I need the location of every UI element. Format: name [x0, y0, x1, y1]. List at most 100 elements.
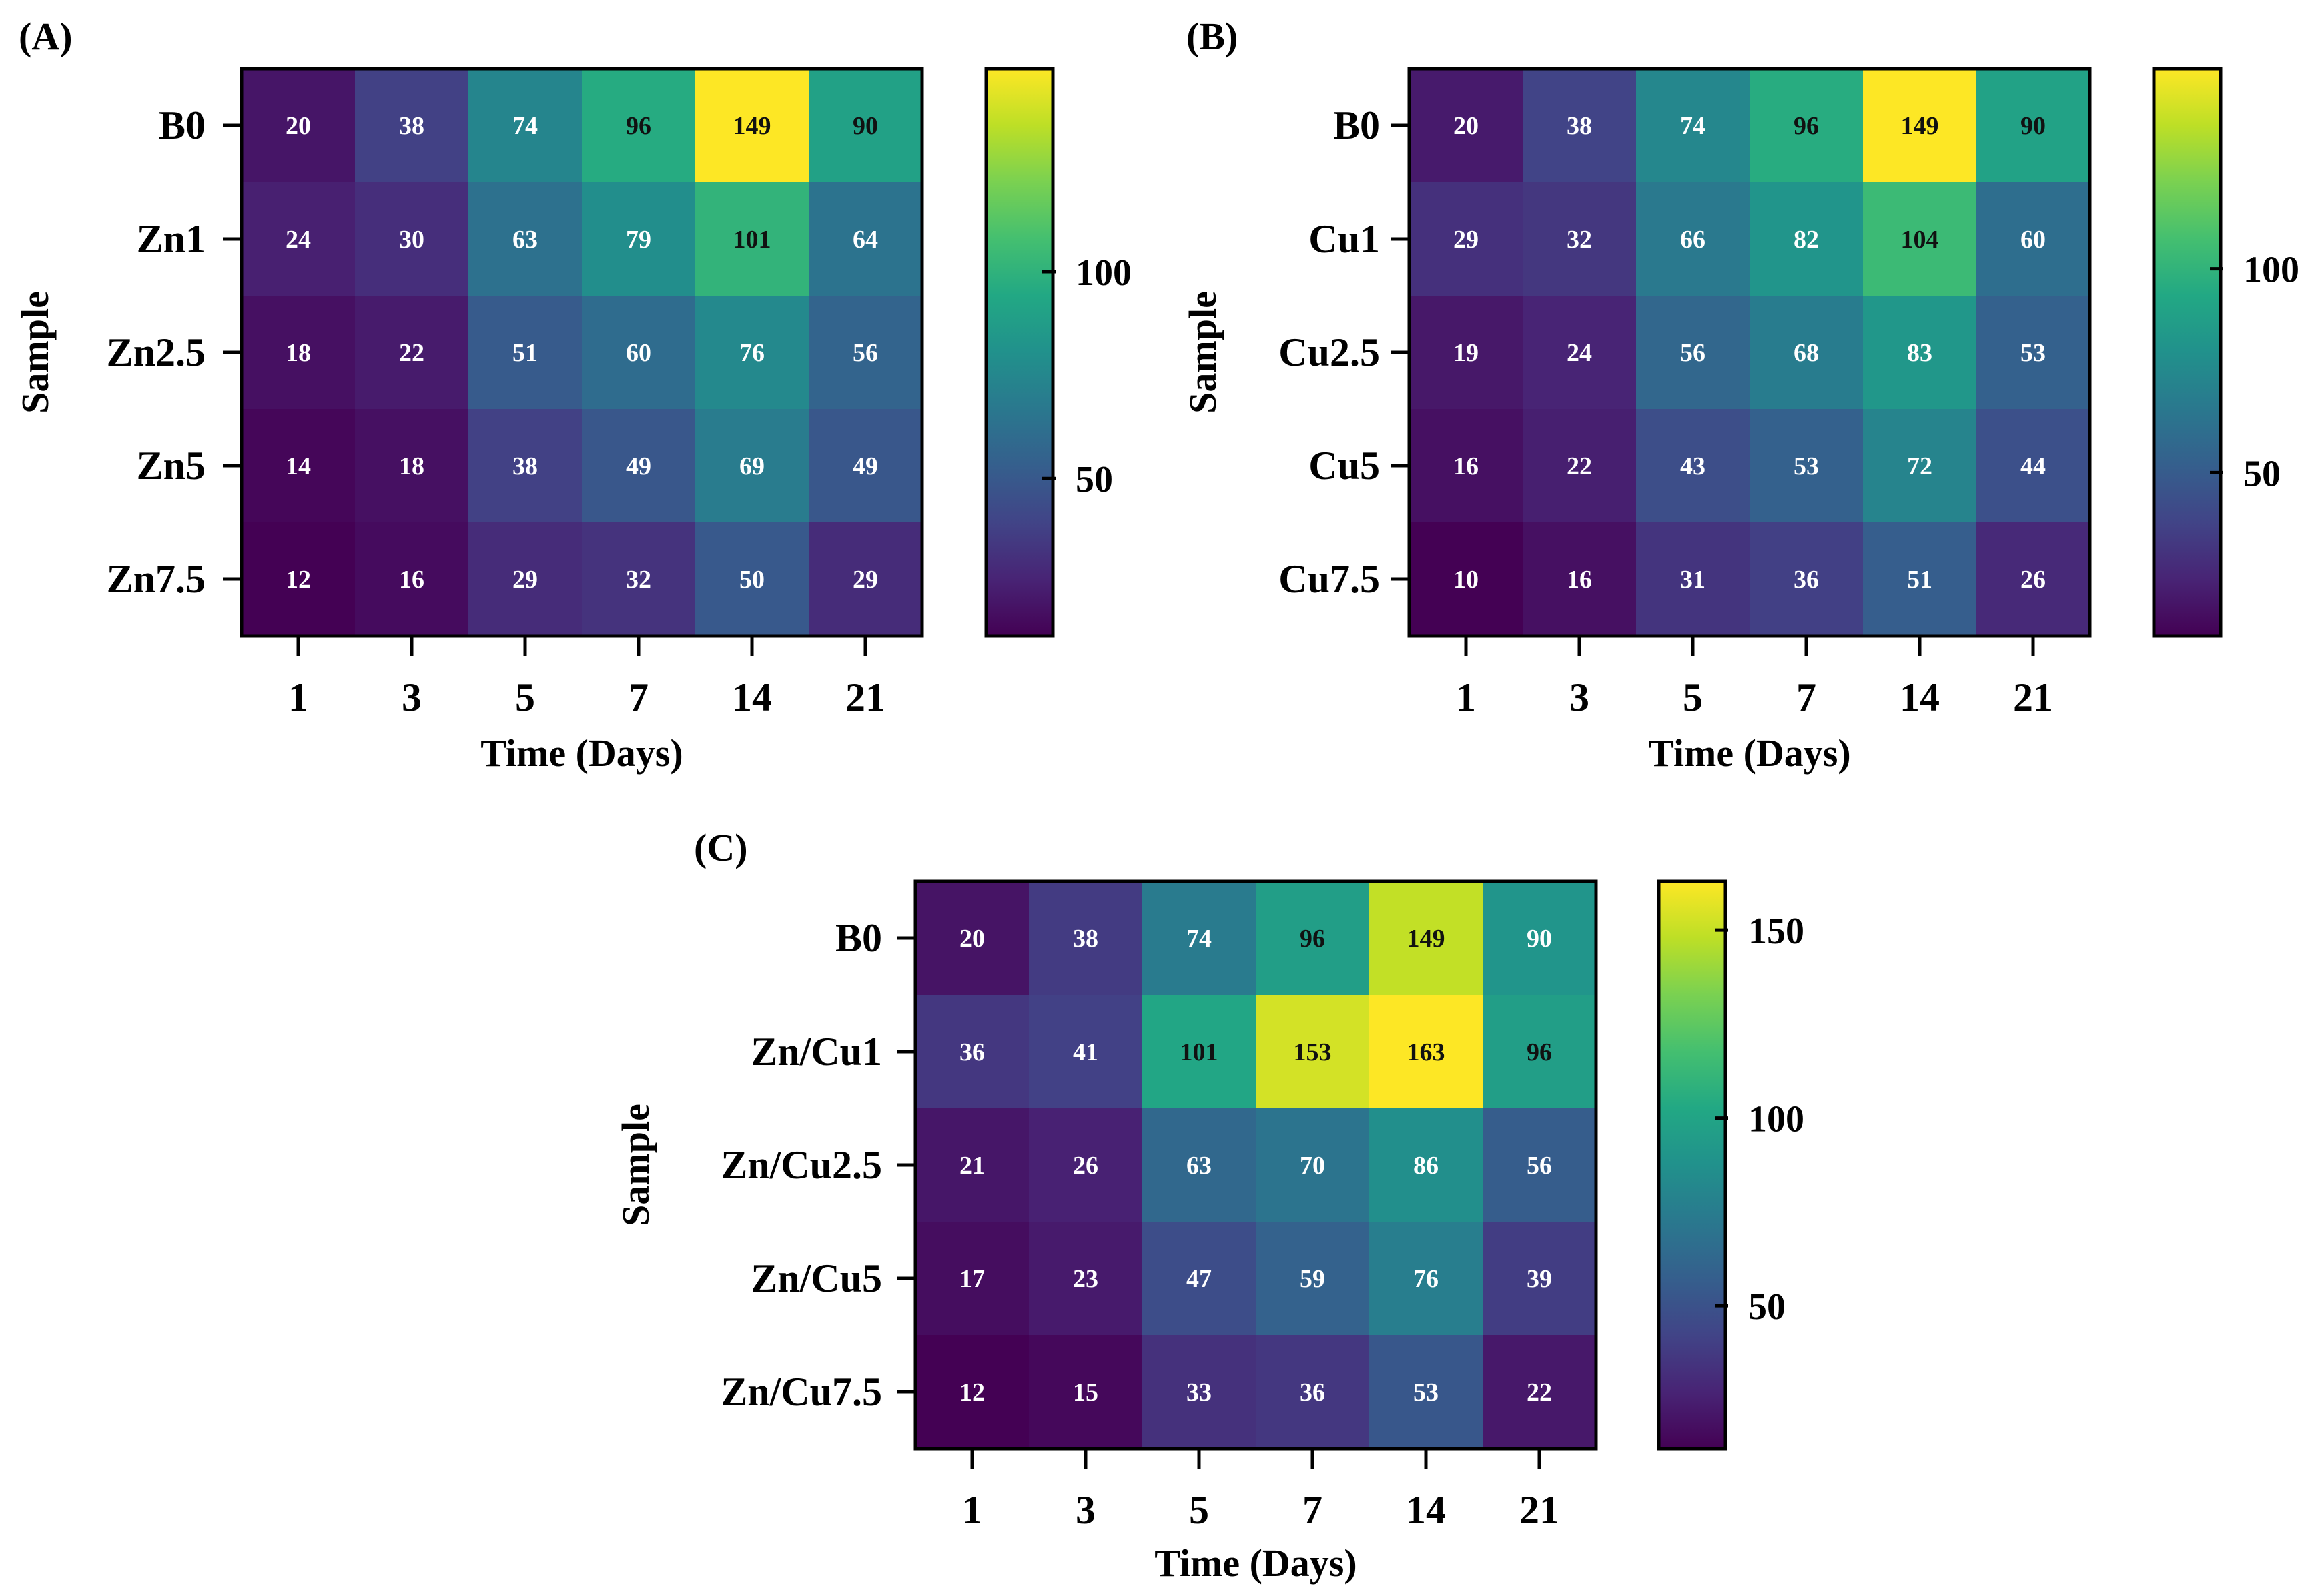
heatmap-cell	[355, 409, 469, 523]
cell-value-label: 153	[1294, 1038, 1332, 1066]
cell-value-label: 82	[1794, 226, 1819, 254]
cell-value-label: 83	[1907, 339, 1932, 367]
heatmap-cell	[1029, 1108, 1143, 1222]
heatmap-cell	[1750, 522, 1864, 637]
heatmap-cell	[355, 522, 469, 637]
heatmap-cell	[1636, 409, 1750, 523]
cell-value-label: 16	[399, 566, 424, 594]
heatmap-cell	[1409, 296, 1523, 410]
cell-value-label: 49	[626, 452, 651, 480]
heatmap-cell	[1523, 296, 1637, 410]
heatmap-cell	[582, 522, 696, 637]
colorbar-tick-label: 50	[2243, 453, 2281, 494]
y-tick-label: Zn5	[137, 444, 206, 488]
heatmap-cell	[1483, 881, 1597, 995]
x-tick-label: 5	[1189, 1488, 1209, 1532]
y-tick-label: B0	[159, 103, 206, 147]
heatmap-cell	[1409, 69, 1523, 183]
cell-value-label: 49	[853, 452, 878, 480]
heatmap-cell	[1409, 409, 1523, 523]
cell-value-label: 76	[739, 339, 765, 367]
cell-value-label: 101	[1180, 1038, 1218, 1066]
heatmap-cell	[1256, 1108, 1370, 1222]
heatmap-cell	[1483, 995, 1597, 1109]
cell-value-label: 56	[853, 339, 878, 367]
cell-value-label: 22	[1527, 1378, 1552, 1407]
heatmap-cell	[1750, 182, 1864, 296]
heatmap-cell	[809, 522, 923, 637]
heatmap-cell	[1142, 1222, 1256, 1336]
heatmap-cell	[1636, 522, 1750, 637]
heatmap-cell	[1523, 409, 1637, 523]
heatmap-cell	[1636, 182, 1750, 296]
x-axis-title: Time (Days)	[1648, 731, 1850, 775]
cell-value-label: 104	[1901, 226, 1939, 254]
heatmap-cell	[1029, 995, 1143, 1109]
cell-value-label: 51	[512, 339, 538, 367]
x-axis-title: Time (Days)	[480, 731, 683, 775]
y-tick-label: Cu5	[1308, 444, 1380, 488]
cell-value-label: 60	[626, 339, 651, 367]
cell-value-label: 64	[853, 226, 878, 254]
heatmap-cell	[582, 69, 696, 183]
heatmap-cell	[242, 69, 356, 183]
cell-value-label: 96	[1300, 925, 1325, 953]
cell-value-label: 15	[1073, 1378, 1098, 1407]
cell-value-label: 18	[286, 339, 311, 367]
cell-value-label: 38	[399, 112, 424, 140]
cell-value-label: 44	[2020, 452, 2046, 480]
cell-value-label: 22	[1567, 452, 1592, 480]
y-axis-title: Sample	[1181, 291, 1224, 414]
x-tick-label: 14	[1406, 1488, 1446, 1532]
cell-value-label: 12	[286, 566, 311, 594]
heatmap-cell	[242, 296, 356, 410]
cell-value-label: 96	[1794, 112, 1819, 140]
cell-value-label: 29	[853, 566, 878, 594]
heatmap-cell	[1256, 995, 1370, 1109]
colorbar	[1659, 881, 1725, 1449]
cell-value-label: 20	[286, 112, 311, 140]
cell-value-label: 36	[959, 1038, 985, 1066]
cell-value-label: 10	[1453, 566, 1479, 594]
heatmap-cell	[915, 1222, 1030, 1336]
cell-value-label: 41	[1073, 1038, 1098, 1066]
cell-value-label: 149	[733, 112, 771, 140]
heatmap-cell	[1976, 69, 2090, 183]
cell-value-label: 16	[1453, 452, 1479, 480]
heatmap-cell	[1863, 522, 1977, 637]
heatmap-cell	[468, 409, 583, 523]
colorbar	[986, 69, 1053, 636]
cell-value-label: 149	[1901, 112, 1939, 140]
cell-value-label: 39	[1527, 1265, 1552, 1293]
x-tick-label: 5	[1683, 675, 1703, 719]
cell-value-label: 59	[1300, 1265, 1325, 1293]
heatmap-cell	[1142, 1108, 1256, 1222]
heatmap-cell	[1976, 296, 2090, 410]
y-tick-label: Zn/Cu7.5	[721, 1370, 882, 1414]
cell-value-label: 96	[1527, 1038, 1552, 1066]
cell-value-label: 74	[1680, 112, 1705, 140]
cell-value-label: 12	[959, 1378, 985, 1407]
heatmap-cell	[809, 182, 923, 296]
y-tick-label: Zn1	[137, 217, 206, 261]
cell-value-label: 74	[512, 112, 538, 140]
heatmap-cell	[468, 522, 583, 637]
cell-value-label: 33	[1186, 1378, 1212, 1407]
cell-value-label: 53	[2020, 339, 2046, 367]
cell-value-label: 19	[1453, 339, 1479, 367]
heatmap-cell	[1483, 1222, 1597, 1336]
cell-value-label: 30	[399, 226, 424, 254]
cell-value-label: 86	[1413, 1152, 1439, 1180]
heatmap-cell	[915, 881, 1030, 995]
heatmap-cell	[1029, 1222, 1143, 1336]
cell-value-label: 17	[959, 1265, 985, 1293]
x-tick-label: 7	[629, 675, 649, 719]
y-tick-label: B0	[835, 916, 882, 960]
cell-value-label: 51	[1907, 566, 1932, 594]
colorbar-tick-label: 100	[2243, 250, 2299, 291]
x-axis-title: Time (Days)	[1154, 1541, 1357, 1585]
cell-value-label: 90	[853, 112, 878, 140]
heatmap-cell	[695, 296, 809, 410]
